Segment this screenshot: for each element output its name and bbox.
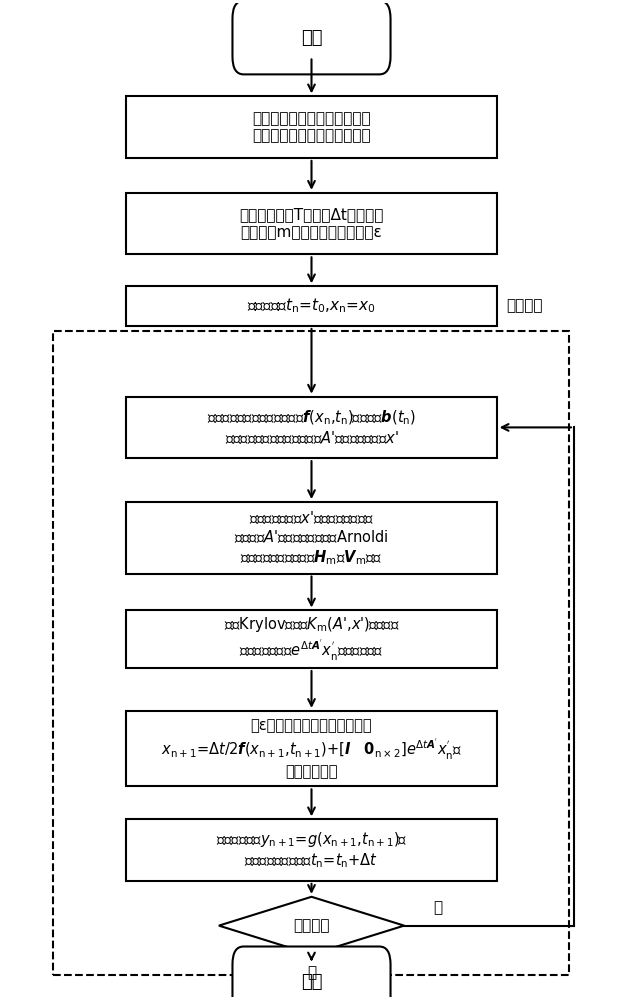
Bar — [54, 331, 569, 975]
Text: 仿真结束: 仿真结束 — [293, 918, 330, 933]
Bar — [126, 96, 497, 158]
Text: 设定仿真时间T，步长Δt，降维子
空间维数m，及非线性收敛精度ε: 设定仿真时间T，步长Δt，降维子 空间维数m，及非线性收敛精度ε — [239, 207, 384, 240]
Text: 状态分析框架下，建立待研究
电力系统的电磁暂态仿真模型: 状态分析框架下，建立待研究 电力系统的电磁暂态仿真模型 — [252, 111, 371, 143]
Text: 开始: 开始 — [301, 29, 322, 47]
Bar — [126, 502, 497, 574]
Text: 否: 否 — [434, 900, 442, 915]
Bar — [126, 397, 497, 458]
Bar — [126, 193, 497, 254]
FancyBboxPatch shape — [232, 947, 391, 1000]
Text: 以增广状态向量$x$'为起始向量，增广
状态矩阵$A$'为迭代矩阵，使用Arnoldi
算法求取降维子空间的$\boldsymbol{H}_{\rm m}$和$: 以增广状态向量$x$'为起始向量，增广 状态矩阵$A$'为迭代矩阵，使用Arno… — [234, 509, 389, 567]
Text: 利用Krylov子空间$K_{\rm m}$($A$',$x$')，对矩阵
指数和向量乘法$e^{\Delta t\boldsymbol{A}^{'}}$$x_: 利用Krylov子空间$K_{\rm m}$($A$',$x$')，对矩阵 指数… — [224, 615, 399, 663]
Bar — [126, 610, 497, 668]
Text: 是: 是 — [307, 965, 316, 980]
Polygon shape — [219, 897, 404, 954]
Bar — [126, 286, 497, 326]
Text: 结束: 结束 — [301, 973, 322, 991]
Text: 时步迭代: 时步迭代 — [506, 299, 543, 314]
FancyBboxPatch shape — [232, 1, 391, 74]
Text: 系统初始化$t_{\rm n}$=$t_0$,$x_{\rm n}$=$x_0$: 系统初始化$t_{\rm n}$=$t_0$,$x_{\rm n}$=$x_0$ — [247, 297, 376, 315]
Bar — [126, 819, 497, 881]
Text: 采用二阶梯形公式对非线性项$\boldsymbol{f}$($x_{\rm n}$,$t_{\rm n}$)和激励源$\boldsymbol{b}$($t_{\: 采用二阶梯形公式对非线性项$\boldsymbol{f}$($x_{\rm n}… — [207, 408, 416, 446]
Text: 以ε为误差阈值求解非线性方程
$x_{\rm n+1}$=Δ$t$/2$\boldsymbol{f}$($x_{\rm n+1}$,$t_{\rm n+1}$): 以ε为误差阈值求解非线性方程 $x_{\rm n+1}$=Δ$t$/2$\bol… — [161, 718, 462, 779]
Text: 计算输出向量$y_{\rm n+1}$=$g$($x_{\rm n+1}$,$t_{\rm n+1}$)并
写入输出文件，更新$t_{\rm n}$=$t_{\: 计算输出向量$y_{\rm n+1}$=$g$($x_{\rm n+1}$,$t… — [216, 830, 407, 870]
Bar — [126, 711, 497, 786]
